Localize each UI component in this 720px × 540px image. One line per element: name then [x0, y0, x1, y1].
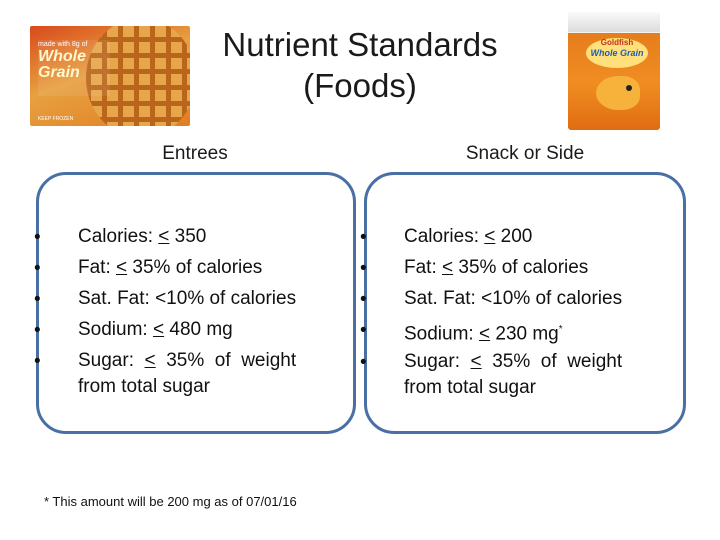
snack-box-top	[568, 12, 660, 32]
item-continuation: from total sugar	[404, 377, 536, 399]
item-value: 35% of calories	[453, 257, 589, 278]
list-item: • Calories: < 350	[28, 222, 348, 253]
less-than-or-equal-symbol: <	[442, 257, 454, 278]
list-item: • Sugar: < 35% of weight from total sugar	[354, 347, 684, 401]
snack-box-brand: Goldfish	[600, 38, 634, 47]
list-item-text: Sat. Fat: <10% of calories	[404, 284, 622, 312]
list-item-text: Sat. Fat: <10% of calories	[78, 284, 296, 312]
item-label: Fat:	[404, 257, 443, 278]
waffle-product-image: made with 8g of Whole Grain KEEP FROZEN	[30, 26, 190, 126]
item-value: 350	[169, 226, 207, 247]
list-item-text: Fat: < 35% of calories	[404, 253, 588, 281]
slide-title-line2: (Foods)	[303, 67, 417, 104]
list-item-text: Fat: < 35% of calories	[78, 253, 262, 281]
waffle-label-whole: Whole	[38, 48, 86, 65]
list-item: • Fat: < 35% of calories	[28, 253, 348, 284]
item-text: Sat. Fat: <10% of calories	[78, 288, 297, 309]
waffle-label-small: made with 8g of	[38, 41, 88, 48]
entrees-panel	[36, 172, 356, 434]
entrees-heading: Entrees	[162, 143, 228, 164]
snack-panel	[364, 172, 686, 434]
bullet-icon: •	[360, 320, 367, 341]
footnote: * This amount will be 200 mg as of 07/01…	[44, 494, 297, 509]
waffle-label-grain: Grain	[38, 64, 80, 81]
list-item-text: Sodium: < 230 mg*	[404, 315, 563, 347]
item-value: 35% of weight	[155, 350, 297, 371]
less-than-or-equal-symbol: <	[470, 351, 482, 373]
list-item-text: Sugar: < 35% of weight from total sugar	[404, 347, 622, 401]
item-label: Sodium:	[404, 323, 479, 345]
item-text: Sat. Fat: <10% of calories	[404, 288, 623, 309]
less-than-or-equal-symbol: <	[158, 226, 170, 247]
less-than-or-equal-symbol: <	[484, 226, 496, 247]
snack-box-logo: Goldfish Whole Grain	[586, 38, 648, 68]
less-than-or-equal-symbol: <	[116, 257, 128, 278]
list-item: • Sugar: < 35% of weight from total sugar	[28, 346, 348, 400]
item-label: Sodium:	[78, 319, 153, 340]
list-item: • Calories: < 200	[354, 222, 684, 253]
bullet-icon: •	[360, 258, 367, 279]
less-than-or-equal-symbol: <	[144, 350, 156, 371]
bullet-icon: •	[360, 227, 367, 248]
waffle-graphic	[86, 26, 190, 126]
item-label: Fat:	[78, 257, 117, 278]
item-label: Calories:	[404, 226, 485, 247]
list-item-text: Sodium: < 480 mg	[78, 315, 233, 343]
list-item: • Fat: < 35% of calories	[354, 253, 684, 284]
list-item: • Sat. Fat: <10% of calories	[354, 284, 684, 315]
item-value: 480 mg	[164, 319, 233, 340]
item-value: 230 mg	[490, 323, 559, 345]
bullet-icon: •	[34, 289, 41, 310]
bullet-icon: •	[34, 227, 41, 248]
slide-title-line1: Nutrient Standards	[222, 26, 498, 63]
item-value: 35% of weight	[481, 351, 623, 373]
footnote-marker: *	[558, 324, 563, 335]
bullet-icon: •	[360, 352, 367, 374]
item-label: Calories:	[78, 226, 159, 247]
bullet-icon: •	[360, 289, 367, 310]
item-value: 35% of calories	[127, 257, 263, 278]
list-item-text: Calories: < 200	[404, 222, 532, 250]
bullet-icon: •	[34, 351, 41, 372]
list-item-text: Calories: < 350	[78, 222, 206, 250]
item-continuation: from total sugar	[78, 376, 210, 397]
snack-box-image: Goldfish Whole Grain	[568, 12, 660, 130]
list-item: • Sat. Fat: <10% of calories	[28, 284, 348, 315]
less-than-or-equal-symbol: <	[152, 319, 165, 340]
less-than-or-equal-symbol: <	[478, 323, 491, 345]
list-item: • Sodium: < 480 mg	[28, 315, 348, 346]
bullet-icon: •	[34, 320, 41, 341]
goldfish-eye	[626, 85, 632, 91]
entrees-standards-list: • Calories: < 350 • Fat: < 35% of calories •…	[28, 222, 348, 400]
list-item: • Sodium: < 230 mg*	[354, 315, 684, 347]
bullet-icon: •	[34, 258, 41, 279]
waffle-footer-text: KEEP FROZEN	[38, 116, 74, 122]
list-item-text: Sugar: < 35% of weight from total sugar	[78, 346, 296, 400]
item-label: Sugar:	[78, 350, 145, 371]
snack-box-variant: Whole Grain	[590, 48, 644, 58]
item-value: 200	[495, 226, 533, 247]
snack-standards-list: • Calories: < 200 • Fat: < 35% of calories •…	[354, 222, 684, 401]
slide-title: Nutrient Standards (Foods)	[170, 24, 550, 106]
goldfish-graphic	[596, 76, 640, 110]
item-label: Sugar:	[404, 351, 471, 373]
snack-heading: Snack or Side	[465, 143, 585, 164]
waffle-package-label: made with 8g of Whole Grain	[38, 40, 110, 96]
